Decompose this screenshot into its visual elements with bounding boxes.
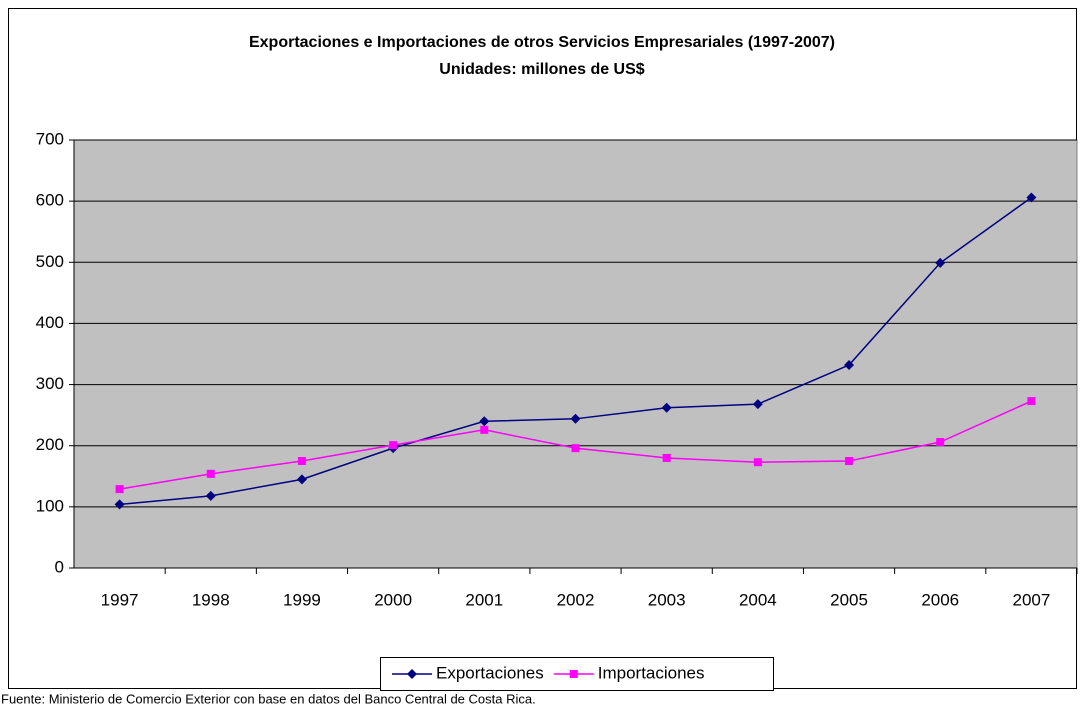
marker — [570, 413, 581, 424]
chart-subtitle: Unidades: millones de US$ — [439, 61, 644, 78]
marker — [936, 438, 945, 447]
x-tick-label: 2004 — [739, 590, 777, 609]
y-tick-label: 400 — [36, 313, 64, 332]
marker — [935, 257, 946, 268]
marker — [662, 453, 671, 462]
marker — [480, 425, 489, 434]
x-tick-label: 2000 — [374, 590, 412, 609]
y-tick-label: 0 — [55, 557, 64, 576]
marker — [389, 441, 398, 450]
x-tick-label: 2005 — [830, 590, 868, 609]
marker — [661, 402, 672, 413]
y-tick-label: 500 — [36, 252, 64, 271]
y-tick-label: 300 — [36, 374, 64, 393]
marker — [205, 490, 216, 501]
y-tick-label: 100 — [36, 496, 64, 515]
x-tick-label: 2006 — [921, 590, 959, 609]
marker — [479, 416, 490, 427]
legend-label: Exportaciones — [436, 663, 544, 682]
plot-area — [73, 139, 1078, 569]
marker — [1026, 192, 1037, 203]
marker — [569, 670, 578, 678]
x-tick-label: 1997 — [101, 590, 139, 609]
x-tick-label: 2002 — [557, 590, 595, 609]
chart-title: Exportaciones e Importaciones de otros S… — [249, 34, 835, 51]
x-tick-label: 2001 — [465, 590, 503, 609]
marker — [407, 669, 417, 679]
y-tick-label: 700 — [36, 129, 64, 148]
legend-label: Importaciones — [598, 663, 705, 682]
x-tick-label: 2003 — [648, 590, 686, 609]
marker — [1027, 397, 1036, 406]
marker — [296, 474, 307, 485]
marker — [753, 458, 762, 467]
x-tick-label: 2007 — [1012, 590, 1050, 609]
marker — [752, 399, 763, 410]
marker — [844, 360, 855, 371]
marker — [115, 485, 124, 494]
marker — [114, 499, 125, 510]
x-tick-label: 1998 — [192, 590, 230, 609]
marker — [206, 469, 215, 478]
y-tick-label: 600 — [36, 191, 64, 210]
y-tick-label: 200 — [36, 435, 64, 454]
marker — [571, 444, 580, 453]
marker — [845, 457, 854, 465]
source-note: Fuente: Ministerio de Comercio Exterior … — [1, 691, 536, 706]
x-tick-label: 1999 — [283, 590, 321, 609]
marker — [297, 457, 306, 465]
